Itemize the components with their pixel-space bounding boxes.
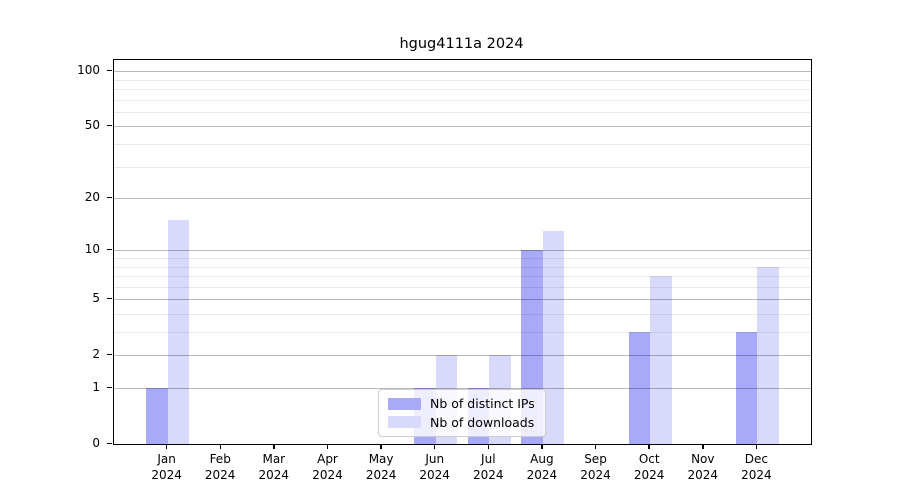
y-tick-label: 1	[92, 380, 100, 394]
x-tick-label: Apr 2024	[296, 452, 360, 483]
x-tick-mark	[326, 444, 329, 449]
x-tick-label: Mar 2024	[242, 452, 306, 483]
x-tick-mark	[487, 444, 490, 449]
y-tick-mark	[107, 69, 112, 72]
x-tick-label: Jul 2024	[456, 452, 520, 483]
legend-swatch-downloads	[388, 416, 421, 429]
x-tick-mark	[273, 444, 275, 449]
legend-label-downloads: Nb of downloads	[430, 414, 535, 430]
x-tick-year: 2024	[741, 467, 772, 482]
bar-nb-of-distinct-ips	[735, 332, 758, 444]
x-tick-month: Feb	[209, 452, 231, 466]
x-tick-month: Apr	[317, 452, 338, 466]
x-tick-year: 2024	[204, 467, 236, 482]
plot-area	[113, 59, 812, 445]
x-tick-mark	[594, 444, 597, 449]
x-tick-label: May 2024	[349, 452, 413, 483]
chart-title: hgug4111a 2024	[399, 36, 524, 52]
y-tick-label: 50	[84, 118, 100, 133]
x-tick-year: 2024	[526, 467, 558, 482]
y-tick-mark	[107, 297, 112, 300]
legend-item-downloads: Nb of downloads	[388, 415, 536, 430]
bar-nb-of-downloads	[167, 220, 190, 444]
y-tick-mark	[107, 353, 112, 356]
x-tick-month: May	[368, 452, 394, 466]
x-tick-year: 2024	[687, 467, 719, 482]
y-tick-mark	[107, 442, 112, 444]
y-tick-label: 10	[84, 242, 100, 257]
y-tick-mark	[107, 248, 112, 251]
y-tick-label: 5	[92, 291, 100, 306]
x-tick-month: Dec	[744, 452, 768, 466]
x-tick-month: Sep	[584, 452, 607, 466]
x-tick-month: Jun	[425, 452, 445, 466]
x-tick-month: Nov	[691, 452, 715, 466]
y-tick-mark	[107, 386, 112, 388]
y-tick-label: 2	[92, 347, 100, 362]
x-tick-month: Oct	[638, 452, 660, 466]
y-tick-label: 0	[92, 436, 100, 450]
x-tick-month: Jul	[481, 452, 496, 466]
x-tick-label: Dec 2024	[724, 452, 788, 483]
x-tick-mark	[648, 444, 650, 449]
x-tick-month: Jan	[157, 452, 176, 466]
bar-nb-of-distinct-ips	[628, 332, 651, 444]
bar-nb-of-downloads	[757, 266, 779, 444]
legend-item-distinct-ips: Nb of distinct IPs	[388, 396, 536, 411]
x-tick-year: 2024	[633, 467, 665, 482]
bar-nb-of-downloads	[650, 276, 672, 444]
x-tick-mark	[541, 444, 543, 449]
y-tick-mark	[107, 196, 112, 199]
x-tick-label: Aug 2024	[510, 452, 574, 483]
x-tick-label: Feb 2024	[188, 452, 252, 483]
bar-nb-of-distinct-ips	[146, 388, 168, 444]
x-tick-year: 2024	[312, 467, 343, 482]
legend-swatch-distinct-ips	[388, 397, 421, 410]
x-tick-mark	[219, 444, 221, 449]
legend: Nb of distinct IPs Nb of downloads	[378, 389, 546, 437]
x-tick-year: 2024	[419, 467, 450, 482]
y-tick-label: 100	[77, 63, 100, 78]
x-tick-label: Jan 2024	[135, 452, 199, 483]
y-tick-mark	[107, 124, 112, 127]
y-tick-label: 20	[84, 190, 100, 205]
x-tick-year: 2024	[258, 467, 290, 482]
x-tick-label: Nov 2024	[671, 452, 735, 483]
x-tick-month: Mar	[262, 452, 286, 466]
x-tick-label: Oct 2024	[617, 452, 681, 483]
x-tick-year: 2024	[365, 467, 397, 482]
legend-label-distinct-ips: Nb of distinct IPs	[430, 396, 535, 412]
x-tick-mark	[702, 444, 704, 449]
x-tick-mark	[165, 444, 168, 449]
bars-layer	[114, 60, 811, 444]
x-tick-year: 2024	[580, 467, 611, 482]
x-tick-label: Sep 2024	[564, 452, 628, 483]
x-tick-month: Aug	[530, 452, 554, 466]
bar-nb-of-downloads	[542, 230, 565, 444]
x-tick-year: 2024	[473, 467, 504, 482]
x-tick-mark	[380, 444, 382, 449]
x-tick-year: 2024	[151, 467, 182, 482]
x-tick-label: Jun 2024	[403, 452, 467, 483]
x-tick-mark	[755, 444, 758, 449]
x-tick-mark	[433, 444, 436, 449]
